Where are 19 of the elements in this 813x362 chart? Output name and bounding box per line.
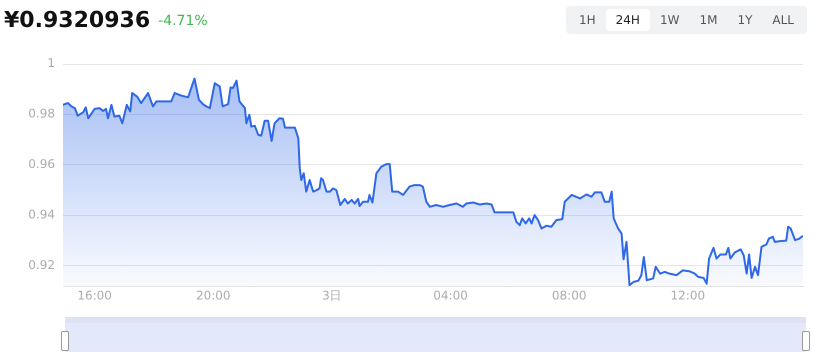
y-tick-label: 0.92 (28, 258, 55, 272)
y-tick-label: 0.96 (28, 157, 55, 172)
y-tick-label: 0.98 (28, 106, 55, 121)
text: ALL (771, 12, 795, 29)
chart-title: ¥0.9320936 (4, 8, 150, 33)
chart-subtitle: -4.71% (158, 13, 208, 29)
x-tick-label: 20:00 (196, 288, 231, 302)
x-tick-label: 08:00 (552, 288, 586, 302)
x-tick-label: 12:00 (670, 288, 706, 302)
text: 1W (658, 12, 680, 29)
text: 1H (578, 12, 597, 29)
x-tick-label: 3日 (322, 288, 342, 302)
text: 1M (698, 12, 718, 29)
x-tick-label: 16:00 (77, 288, 112, 302)
text: 1Y (736, 12, 754, 29)
text: 24H (606, 9, 650, 31)
x-tick-label: 04:00 (433, 288, 468, 302)
y-tick-label: 1 (47, 56, 55, 70)
y-tick-label: 0.94 (28, 207, 55, 222)
